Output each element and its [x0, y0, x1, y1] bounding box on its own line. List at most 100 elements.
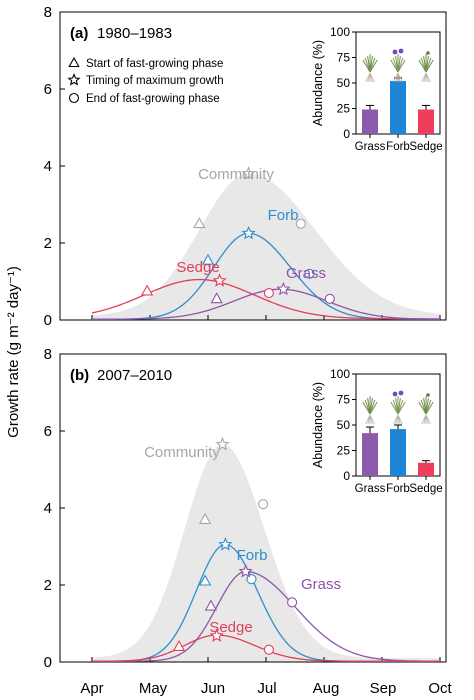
series-label-forb: Forb — [237, 547, 268, 564]
end-marker-community — [258, 499, 269, 510]
series-label-sedge: Sedge — [176, 259, 219, 276]
plant-leaf — [425, 59, 434, 73]
max-marker-sedge — [212, 273, 227, 287]
inset-y-tick-label: 25 — [337, 102, 351, 116]
panel-label: (a) — [70, 25, 88, 42]
max-marker-forb — [218, 537, 233, 551]
inset-bar-grass — [362, 109, 378, 134]
plant-leaf — [397, 399, 404, 415]
inset-y-tick-label: 50 — [337, 418, 351, 432]
inset-y-tick-label: 75 — [337, 51, 351, 65]
plant-root — [369, 414, 375, 425]
inset-y-tick-label: 50 — [337, 76, 351, 90]
plant-spike — [426, 51, 430, 55]
start-marker-sedge — [140, 284, 154, 296]
plant-leaf — [425, 57, 432, 73]
legend-start-label: Start of fast-growing phase — [86, 58, 223, 70]
community-area — [92, 173, 440, 320]
end-marker-grass — [324, 293, 335, 304]
inset-bar-sedge — [418, 462, 434, 476]
inset-y-tick-label: 100 — [330, 367, 350, 381]
inset-x-tick-label: Grass — [355, 483, 386, 495]
inset-y-label: Abundance (%) — [311, 382, 325, 468]
panel-label: (b) — [70, 367, 89, 384]
plant-leaf — [397, 59, 406, 73]
end-marker-forb — [304, 268, 315, 279]
x-tick-label: Jul — [257, 680, 276, 697]
inset-chart: 0 25 50 75 100 Abundance (%) Grass Forb Sedge — [311, 367, 443, 495]
start-marker-forb — [198, 574, 212, 586]
plant-root — [397, 414, 403, 425]
series-label-sedge: Sedge — [209, 619, 252, 636]
max-marker-forb — [241, 225, 256, 240]
inset-y-tick-label: 0 — [343, 469, 350, 483]
y-tick-label: 8 — [44, 346, 52, 363]
x-axis-months: Apr May Jun Jul Aug Sep Oct — [80, 680, 452, 697]
x-tick-label: Apr — [80, 680, 103, 697]
plant-icon-forb — [390, 48, 406, 83]
y-tick-label: 6 — [44, 81, 52, 98]
plant-root — [425, 414, 431, 425]
y-tick-label: 4 — [44, 158, 52, 175]
start-marker-forb — [201, 253, 215, 265]
x-tick-label: Sep — [370, 680, 397, 697]
series-line-grass — [92, 570, 441, 662]
inset-y-tick-label: 75 — [337, 393, 351, 407]
plant-leaf — [397, 401, 406, 415]
series-label-forb: Forb — [268, 207, 299, 224]
y-tick-label: 2 — [44, 235, 52, 252]
series-label-community: Community — [198, 166, 274, 183]
inset-x-tick-label: Sedge — [409, 141, 442, 153]
inset-bar-sedge — [418, 109, 434, 134]
inset-x-tick-label: Forb — [386, 483, 410, 495]
plant-leaf — [369, 401, 378, 415]
plant-spike — [426, 393, 430, 397]
inset-x-tick-label: Grass — [355, 141, 386, 153]
x-tick-label: May — [139, 680, 168, 697]
max-marker-community — [241, 166, 256, 180]
inset-bar-forb — [390, 429, 406, 476]
plant-icon-grass — [362, 54, 378, 83]
series-label-community: Community — [144, 444, 220, 461]
plant-leaf — [425, 401, 434, 415]
start-marker-community — [193, 217, 206, 229]
plant-flower — [392, 391, 398, 397]
max-marker-grass — [276, 281, 291, 296]
y-tick-label: 0 — [44, 312, 52, 329]
inset-y-label: Abundance (%) — [311, 40, 325, 126]
y-tick-label: 8 — [44, 4, 52, 21]
plant-flower — [392, 49, 398, 55]
start-marker-grass — [210, 292, 223, 304]
plant-root — [425, 72, 431, 83]
y-tick-label: 0 — [44, 654, 52, 671]
inset-x-tick-label: Forb — [386, 141, 410, 153]
series-label-grass: Grass — [301, 576, 341, 593]
start-marker-sedge — [172, 639, 186, 652]
plant-icon-grass — [362, 396, 378, 425]
y-axis-label: Growth rate (g m⁻² day⁻¹) — [5, 266, 22, 438]
plant-leaf — [397, 57, 404, 73]
plant-leaf — [369, 59, 378, 73]
y-tick-label: 4 — [44, 500, 52, 517]
y-tick-label: 2 — [44, 577, 52, 594]
start-marker-grass — [204, 599, 218, 611]
community-area — [92, 444, 440, 662]
inset-bar-grass — [362, 433, 378, 476]
x-tick-label: Jun — [201, 680, 225, 697]
inset-x-tick-label: Sedge — [409, 483, 442, 495]
legend-max-label: Timing of maximum growth — [86, 75, 224, 87]
inset-y-tick-label: 25 — [337, 444, 351, 458]
end-marker-sedge — [263, 287, 274, 299]
panel-period: 1980–1983 — [97, 25, 172, 42]
panel-period: 2007–2010 — [97, 367, 172, 384]
end-marker-sedge — [263, 644, 274, 655]
plant-icon-sedge — [418, 393, 434, 425]
plant-leaf — [369, 399, 376, 415]
plant-leaf — [369, 57, 376, 73]
plant-icon-forb — [390, 390, 406, 425]
series-label-grass: Grass — [286, 265, 326, 282]
y-tick-label: 6 — [44, 423, 52, 440]
plant-leaf — [425, 399, 432, 415]
